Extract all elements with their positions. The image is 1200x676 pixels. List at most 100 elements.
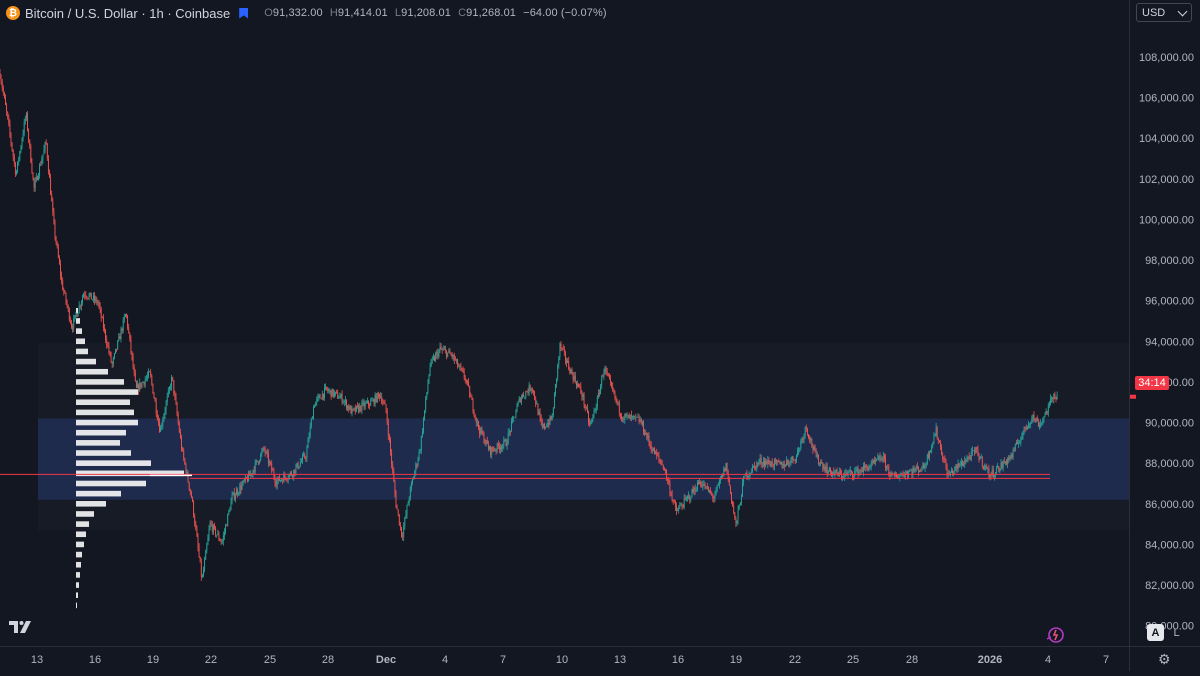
candle-body <box>970 457 971 459</box>
candle-body <box>371 401 372 402</box>
candle-body <box>487 440 488 444</box>
candle-body <box>1036 418 1037 422</box>
candle-body <box>537 404 538 415</box>
time-tick-label: 19 <box>730 654 742 666</box>
candle-body <box>856 468 857 471</box>
tradingview-logo-icon[interactable] <box>9 620 33 639</box>
candle-body <box>29 140 30 146</box>
candle-body <box>177 404 178 415</box>
candle-body <box>198 536 199 547</box>
candle-body <box>185 464 186 473</box>
candle-body <box>867 468 868 471</box>
candle-body <box>465 378 466 381</box>
volume-profile-bar <box>76 521 89 527</box>
candle-body <box>486 440 487 443</box>
candle-body <box>873 460 874 463</box>
candle-body <box>851 470 852 472</box>
candle-body <box>687 496 688 498</box>
volume-profile-bar <box>76 399 130 405</box>
symbol-title[interactable]: Bitcoin / U.S. Dollar · 1h · Coinbase <box>25 6 230 21</box>
candle-body <box>316 399 317 402</box>
candle-body <box>317 397 318 399</box>
auto-scale-button[interactable]: A <box>1147 624 1164 641</box>
candle-body <box>509 431 510 433</box>
spark-icon[interactable] <box>1045 626 1065 644</box>
candle-body <box>777 461 778 462</box>
candle-body <box>627 415 628 416</box>
candle-body <box>422 432 423 436</box>
candle-body <box>795 460 796 462</box>
candle-body <box>635 416 636 417</box>
candle-body <box>418 459 419 465</box>
candle-body <box>914 468 915 471</box>
candle-body <box>816 451 817 457</box>
candle-body <box>475 416 476 418</box>
candle-body <box>293 470 294 477</box>
candle-body <box>95 298 96 300</box>
candle-body <box>45 142 46 149</box>
candle-body <box>178 415 179 423</box>
candle-body <box>961 462 962 465</box>
candle-body <box>520 398 521 402</box>
gear-icon[interactable]: ⚙ <box>1158 651 1171 668</box>
candle-body <box>767 460 768 464</box>
candle-body <box>826 466 827 471</box>
candle-body <box>342 394 343 402</box>
candle-body <box>497 443 498 450</box>
candle-body <box>656 452 657 455</box>
candle-body <box>561 344 562 348</box>
candle-body <box>661 461 662 463</box>
candle-body <box>310 426 311 436</box>
candle-body <box>946 462 947 467</box>
candle-body <box>761 458 762 464</box>
candle-body <box>686 498 687 499</box>
symbol-legend[interactable]: ₿ Bitcoin / U.S. Dollar · 1h · Coinbase … <box>6 4 607 22</box>
candle-body <box>213 525 214 531</box>
candle-body <box>1005 461 1006 463</box>
currency-select[interactable]: USD <box>1136 3 1192 22</box>
candle-body <box>75 315 76 316</box>
candle-body <box>132 351 133 356</box>
candle-body <box>436 352 437 354</box>
candle-body <box>658 456 659 459</box>
candle-body <box>203 570 204 576</box>
candle-body <box>771 462 772 466</box>
candle-body <box>333 389 334 396</box>
candle-body <box>256 461 257 463</box>
candle-body <box>302 456 303 461</box>
candle-body <box>553 409 554 416</box>
candle-body <box>936 427 937 435</box>
candle-body <box>597 397 598 407</box>
candle-body <box>799 448 800 449</box>
candle-body <box>233 492 234 494</box>
candle-body <box>849 472 850 473</box>
candle-body <box>629 415 630 419</box>
candle-body <box>326 387 327 390</box>
candle-body <box>739 505 740 509</box>
candle-body <box>305 458 306 459</box>
candle-body <box>192 498 193 501</box>
price-chart[interactable] <box>0 0 1129 646</box>
candle-body <box>1023 431 1024 435</box>
candle-body <box>843 477 844 478</box>
candle-body <box>581 393 582 397</box>
chart-area[interactable] <box>0 0 1129 646</box>
candle-body <box>149 372 150 373</box>
candle-body <box>77 315 78 317</box>
flag-icon[interactable] <box>239 8 248 19</box>
candle-body <box>525 391 526 396</box>
candle-body <box>874 460 875 462</box>
candle-body <box>547 423 548 427</box>
log-scale-button[interactable]: L <box>1168 624 1185 641</box>
candle-body <box>255 462 256 471</box>
candle-body <box>584 395 585 405</box>
candle-body <box>951 471 952 473</box>
volume-profile-bar <box>76 572 80 578</box>
candle-body <box>306 448 307 458</box>
candle-body <box>404 518 405 527</box>
candle-body <box>488 444 489 449</box>
candle-body <box>314 406 315 407</box>
price-tick-label: 86,000.00 <box>1145 499 1194 511</box>
